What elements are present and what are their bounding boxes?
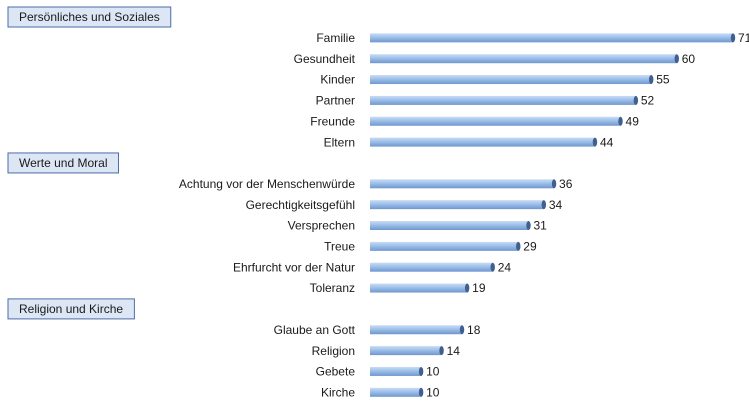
category-label: Achtung vor der Menschenwürde xyxy=(179,177,355,191)
value-label: 10 xyxy=(426,365,440,379)
bar xyxy=(370,221,529,230)
category-label: Familie xyxy=(316,31,355,45)
bar xyxy=(370,75,652,85)
value-label: 52 xyxy=(641,94,655,108)
bar xyxy=(370,179,555,189)
bar xyxy=(370,346,442,356)
category-label: Partner xyxy=(316,94,355,108)
value-label: 44 xyxy=(600,135,614,149)
category-label: Freunde xyxy=(310,114,355,128)
bar-cap xyxy=(490,262,495,272)
bar xyxy=(370,366,422,376)
value-label: 60 xyxy=(682,52,696,66)
category-label: Religion xyxy=(312,344,355,358)
category-label: Gesundheit xyxy=(294,52,356,66)
category-label: Glaube an Gott xyxy=(274,323,356,337)
bar-cap xyxy=(526,221,531,230)
value-label: 19 xyxy=(472,281,486,295)
bar-cap xyxy=(439,346,444,356)
group-header-box xyxy=(7,152,119,174)
bar xyxy=(370,262,493,272)
value-label: 71 xyxy=(738,31,749,45)
category-label: Ehrfurcht vor der Natur xyxy=(233,260,355,274)
bar-cap xyxy=(648,75,654,85)
bar xyxy=(370,241,519,251)
category-label: Treue xyxy=(324,240,355,254)
value-label: 49 xyxy=(626,114,640,128)
bar xyxy=(370,325,463,335)
bar xyxy=(370,200,544,210)
bar xyxy=(370,137,595,147)
bar xyxy=(370,283,468,293)
category-label: Kinder xyxy=(320,73,355,87)
value-label: 31 xyxy=(533,219,547,233)
group-header-box xyxy=(7,6,172,28)
value-label: 36 xyxy=(559,177,573,191)
category-label: Toleranz xyxy=(310,281,355,295)
bar xyxy=(370,95,636,105)
bar xyxy=(370,116,621,126)
bar-cap xyxy=(418,366,424,376)
bar-cap xyxy=(730,33,736,43)
value-label: 18 xyxy=(467,323,481,337)
value-label: 10 xyxy=(426,385,440,399)
group-header-box xyxy=(7,298,135,320)
bar-cap xyxy=(592,137,598,147)
bar-cap xyxy=(551,179,557,189)
bar-cap xyxy=(418,387,424,397)
value-label: 14 xyxy=(447,344,461,358)
category-label: Eltern xyxy=(324,135,355,149)
category-label: Gerechtigkeitsgefühl xyxy=(246,198,355,212)
value-label: 24 xyxy=(498,260,512,274)
value-label: 55 xyxy=(656,73,670,87)
category-label: Kirche xyxy=(321,385,355,399)
bar-cap xyxy=(464,283,470,293)
group-header: Religion und Kirche xyxy=(19,302,123,316)
category-label: Versprechen xyxy=(288,219,355,233)
bar-cap xyxy=(674,54,679,64)
bar-cap xyxy=(516,241,521,251)
bar-cap xyxy=(633,95,639,105)
bar xyxy=(370,33,733,43)
value-label: 29 xyxy=(523,240,537,254)
bar-cap xyxy=(459,325,465,335)
group-header: Werte und Moral xyxy=(19,156,107,170)
bar xyxy=(370,54,677,64)
bar xyxy=(370,387,422,397)
bar-cap xyxy=(541,200,547,210)
group-header: Persönliches und Soziales xyxy=(19,10,160,24)
category-label: Gebete xyxy=(316,365,356,379)
bar-cap xyxy=(618,116,623,126)
value-label: 34 xyxy=(549,198,563,212)
